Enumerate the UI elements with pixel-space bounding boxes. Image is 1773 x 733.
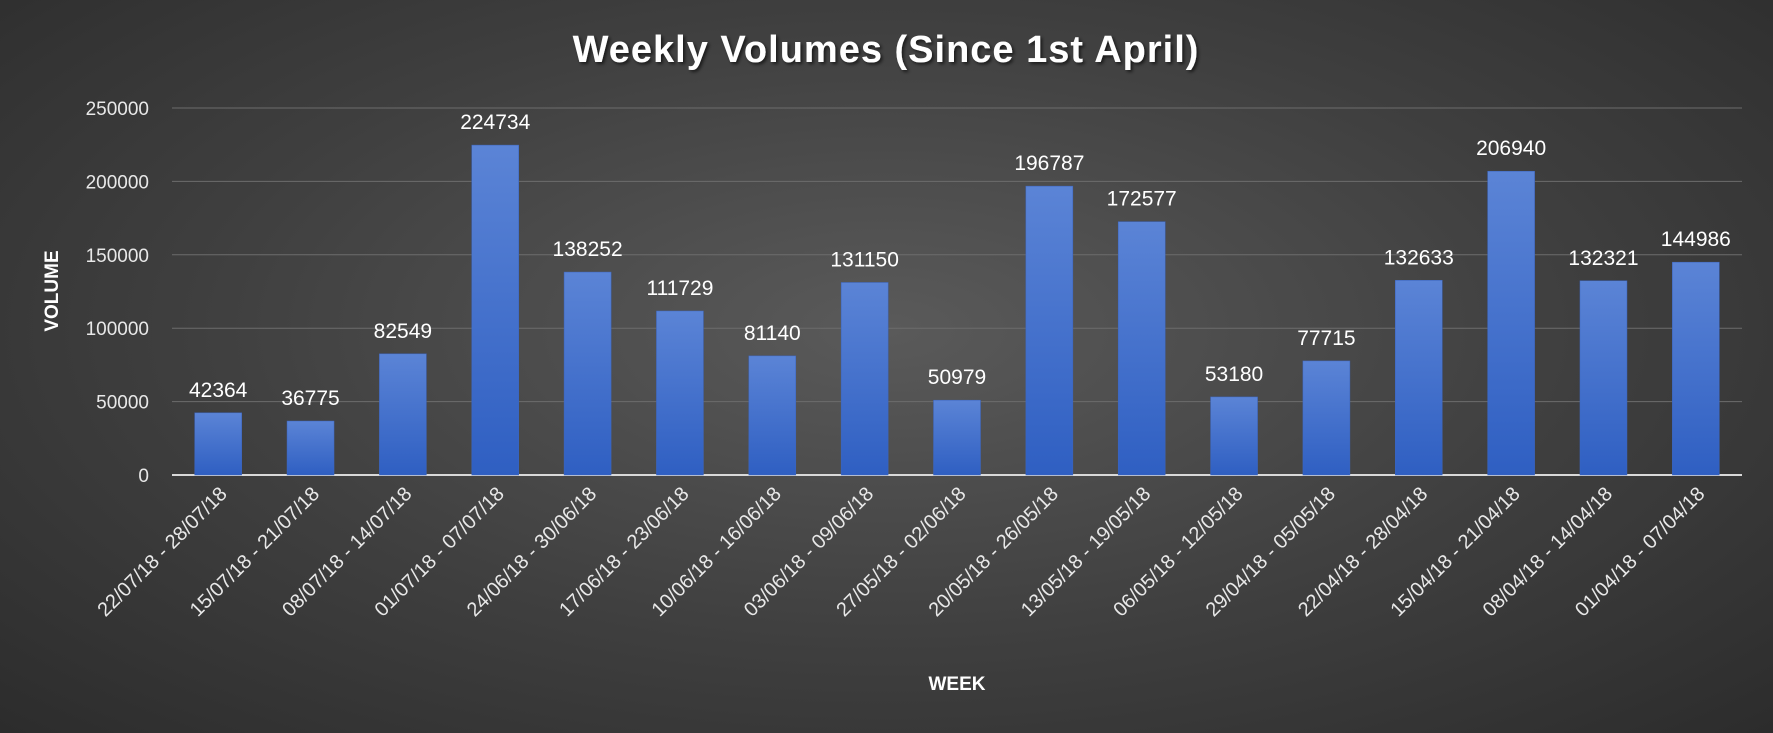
bar [286,420,335,476]
data-label: 224734 [460,111,530,134]
bar [1487,170,1535,476]
y-axis-ticks: 0 50000 100000 150000 200000 250000 [86,99,149,487]
data-label: 53180 [1205,363,1263,386]
bar [840,282,889,476]
bar [933,399,981,476]
data-label: 132321 [1568,247,1638,270]
data-label: 77715 [1297,327,1355,350]
bar [471,144,519,476]
bar [1395,280,1443,476]
data-label: 196787 [1014,152,1084,175]
x-axis-title: WEEK [929,674,986,695]
data-label: 42364 [189,379,248,402]
bar [1117,221,1166,476]
bar [1672,261,1720,476]
y-tick-label: 50000 [96,393,149,414]
data-label: 172577 [1107,188,1177,211]
data-label: 132633 [1384,246,1454,269]
bar [1302,360,1351,476]
data-label: 50979 [928,366,986,389]
bar [748,355,797,476]
bar [563,271,612,476]
data-label: 131150 [830,248,899,271]
data-labels: 42364 36775 82549 224734 138252 111729 81140 13… [189,111,1731,410]
data-label: 144986 [1661,228,1731,251]
bar [1579,280,1628,476]
y-axis-title: VOLUME [42,250,63,331]
y-tick-label: 150000 [86,246,149,267]
bar [656,310,704,476]
data-label: 82549 [374,320,432,343]
data-label: 206940 [1476,137,1546,160]
data-label: 138252 [553,238,623,261]
bar [1210,396,1258,476]
y-tick-label: 0 [138,466,149,487]
bar [1025,185,1074,476]
y-tick-label: 200000 [86,172,149,193]
data-label: 81140 [744,322,801,345]
chart-title: Weekly Volumes (Since 1st April) [573,29,1200,71]
bar [194,412,242,476]
bar [379,353,427,476]
data-label: 111729 [646,277,713,300]
y-tick-label: 250000 [86,99,149,120]
y-tick-label: 100000 [86,319,149,340]
data-label: 36775 [281,387,339,410]
bars [194,144,1720,476]
